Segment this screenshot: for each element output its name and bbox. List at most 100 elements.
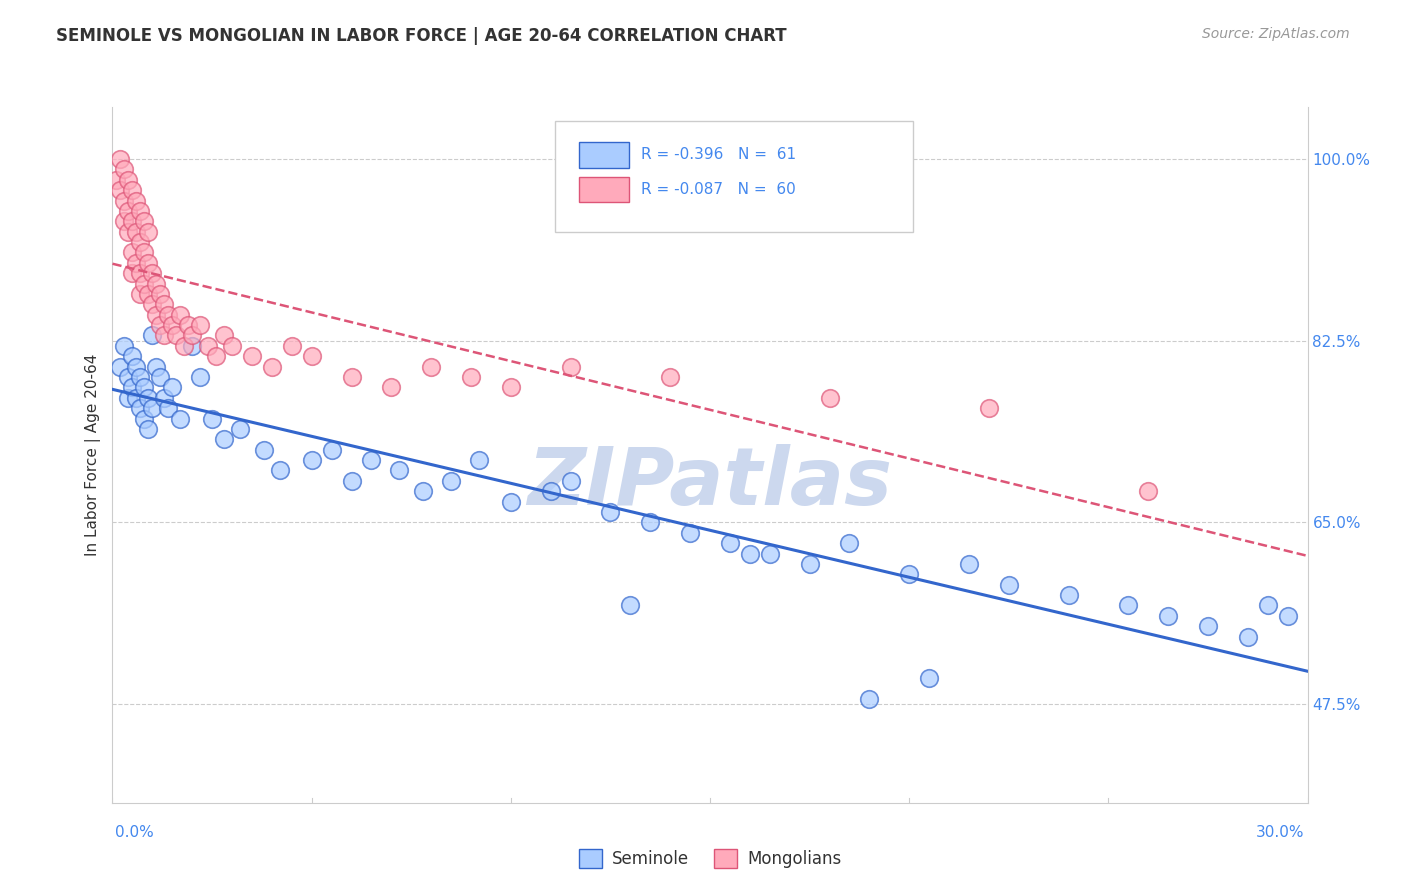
Mongolians bbox=[138, 256, 160, 270]
Mongolians bbox=[125, 256, 148, 270]
Mongolians bbox=[977, 401, 1000, 416]
Mongolians bbox=[340, 370, 363, 384]
Mongolians bbox=[301, 349, 323, 363]
Text: ZIPatlas: ZIPatlas bbox=[527, 443, 893, 522]
Mongolians bbox=[138, 225, 160, 239]
Seminole bbox=[957, 557, 980, 571]
Mongolians bbox=[138, 287, 160, 301]
Seminole bbox=[1197, 619, 1219, 633]
Y-axis label: In Labor Force | Age 20-64: In Labor Force | Age 20-64 bbox=[86, 354, 101, 556]
Seminole bbox=[1116, 599, 1139, 613]
Seminole bbox=[138, 391, 160, 405]
Mongolians bbox=[240, 349, 263, 363]
Mongolians bbox=[460, 370, 482, 384]
Mongolians bbox=[117, 225, 139, 239]
Seminole bbox=[388, 463, 411, 477]
Seminole bbox=[134, 411, 156, 425]
Seminole bbox=[1257, 599, 1279, 613]
Seminole bbox=[162, 380, 183, 394]
Seminole bbox=[838, 536, 860, 550]
Seminole bbox=[599, 505, 621, 519]
Seminole bbox=[169, 411, 191, 425]
Seminole bbox=[145, 359, 167, 374]
Mongolians bbox=[260, 359, 283, 374]
Mongolians bbox=[121, 214, 143, 228]
Seminole bbox=[858, 692, 880, 706]
Seminole bbox=[679, 525, 702, 540]
FancyBboxPatch shape bbox=[579, 142, 628, 168]
Seminole bbox=[340, 474, 363, 488]
Mongolians bbox=[121, 245, 143, 260]
Seminole bbox=[898, 567, 921, 582]
Mongolians bbox=[205, 349, 228, 363]
Mongolians bbox=[114, 214, 135, 228]
Seminole bbox=[125, 391, 148, 405]
Mongolians bbox=[181, 328, 204, 343]
Mongolians bbox=[153, 297, 176, 311]
Seminole bbox=[121, 349, 143, 363]
Mongolians bbox=[162, 318, 183, 332]
Seminole bbox=[468, 453, 491, 467]
Seminole bbox=[1277, 608, 1299, 623]
FancyBboxPatch shape bbox=[554, 121, 914, 232]
Text: Source: ZipAtlas.com: Source: ZipAtlas.com bbox=[1202, 27, 1350, 41]
Mongolians bbox=[149, 287, 172, 301]
Mongolians bbox=[177, 318, 200, 332]
Mongolians bbox=[134, 245, 156, 260]
Seminole bbox=[117, 370, 139, 384]
Seminole bbox=[153, 391, 176, 405]
Mongolians bbox=[125, 194, 148, 208]
Seminole bbox=[540, 484, 562, 499]
Seminole bbox=[253, 442, 276, 457]
Seminole bbox=[201, 411, 224, 425]
Seminole bbox=[998, 578, 1021, 592]
FancyBboxPatch shape bbox=[579, 177, 628, 202]
Seminole bbox=[301, 453, 323, 467]
Mongolians bbox=[221, 339, 243, 353]
Seminole bbox=[1237, 630, 1260, 644]
Mongolians bbox=[153, 328, 176, 343]
Text: SEMINOLE VS MONGOLIAN IN LABOR FORCE | AGE 20-64 CORRELATION CHART: SEMINOLE VS MONGOLIAN IN LABOR FORCE | A… bbox=[56, 27, 787, 45]
Text: R = -0.087   N =  60: R = -0.087 N = 60 bbox=[641, 182, 796, 196]
Seminole bbox=[360, 453, 382, 467]
Seminole bbox=[141, 401, 163, 416]
Mongolians bbox=[129, 266, 152, 280]
Mongolians bbox=[659, 370, 682, 384]
Seminole bbox=[412, 484, 434, 499]
Mongolians bbox=[114, 194, 135, 208]
Seminole bbox=[117, 391, 139, 405]
Mongolians bbox=[818, 391, 841, 405]
Mongolians bbox=[145, 308, 167, 322]
Mongolians bbox=[121, 266, 143, 280]
Seminole bbox=[134, 380, 156, 394]
Mongolians bbox=[110, 183, 132, 197]
Seminole bbox=[149, 370, 172, 384]
Seminole bbox=[918, 671, 941, 685]
Seminole bbox=[157, 401, 180, 416]
Mongolians bbox=[117, 172, 139, 186]
Mongolians bbox=[1137, 484, 1160, 499]
Mongolians bbox=[173, 339, 195, 353]
Seminole bbox=[499, 494, 522, 508]
Mongolians bbox=[134, 277, 156, 291]
Mongolians bbox=[129, 203, 152, 218]
Mongolians bbox=[499, 380, 522, 394]
Seminole bbox=[114, 339, 135, 353]
Text: 30.0%: 30.0% bbox=[1257, 825, 1305, 840]
Text: R = -0.396   N =  61: R = -0.396 N = 61 bbox=[641, 147, 796, 161]
Mongolians bbox=[117, 203, 139, 218]
Seminole bbox=[212, 433, 235, 447]
Mongolians bbox=[420, 359, 443, 374]
Seminole bbox=[440, 474, 463, 488]
Mongolians bbox=[380, 380, 402, 394]
Mongolians bbox=[134, 214, 156, 228]
Seminole bbox=[638, 516, 662, 530]
Seminole bbox=[738, 547, 761, 561]
Seminole bbox=[129, 370, 152, 384]
Mongolians bbox=[165, 328, 187, 343]
Mongolians bbox=[157, 308, 180, 322]
Mongolians bbox=[110, 152, 132, 166]
Mongolians bbox=[281, 339, 304, 353]
Seminole bbox=[125, 359, 148, 374]
Mongolians bbox=[188, 318, 211, 332]
